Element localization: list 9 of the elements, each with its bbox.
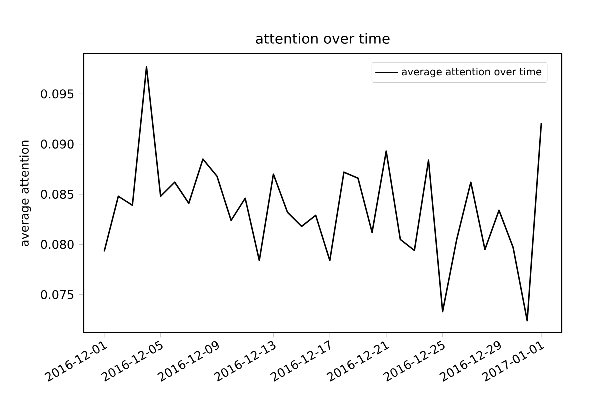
y-tick-label: 0.075 (41, 290, 74, 300)
legend-label: average attention over time (402, 68, 542, 78)
line-series (104, 66, 542, 322)
y-tick-label: 0.080 (41, 240, 74, 250)
y-tick-label: 0.090 (41, 140, 74, 149)
y-axis-title: average attention (20, 140, 32, 246)
chart-title: attention over time (256, 33, 390, 44)
y-tick-label: 0.085 (41, 190, 74, 200)
y-tick-label: 0.095 (41, 90, 74, 99)
